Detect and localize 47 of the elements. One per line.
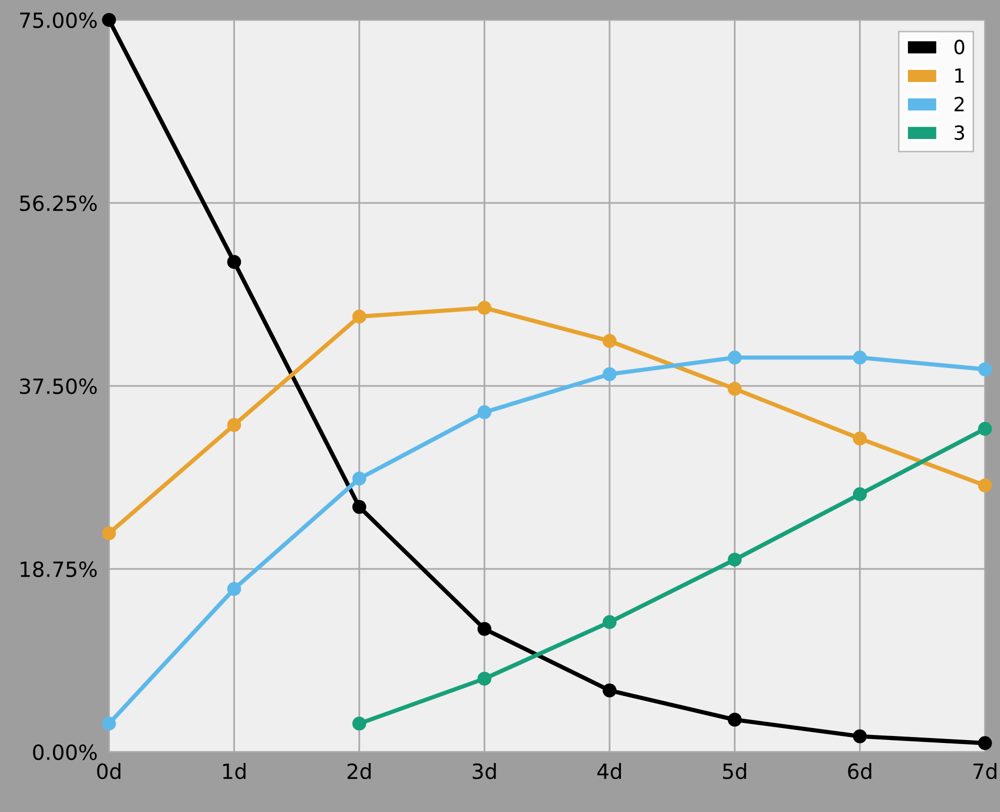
point (227, 418, 242, 432)
point (852, 350, 867, 365)
point (102, 526, 116, 540)
y-tick-label: 18.75% (20, 561, 97, 578)
point (352, 310, 366, 324)
point (978, 422, 992, 436)
point (852, 432, 867, 446)
point (352, 716, 366, 731)
x-tick-label: 4d (597, 763, 621, 780)
y-tick-label: 0.00% (33, 744, 97, 760)
x-tick-label: 7d (973, 763, 996, 780)
point (227, 582, 242, 596)
point (602, 683, 617, 698)
point (477, 405, 492, 420)
x-tick-label: 2d (348, 763, 371, 780)
point (728, 382, 742, 396)
point (852, 729, 867, 744)
point (227, 255, 242, 269)
x-tick-label: 6d (848, 763, 872, 780)
y-tick-label: 37.50% (20, 378, 97, 394)
x-tick-label: 0d (97, 763, 120, 780)
y-tick-label: 56.25% (20, 195, 97, 212)
legend-label: 2 (954, 96, 964, 112)
x-tick-label: 3d (472, 763, 496, 780)
point (477, 672, 492, 686)
legend-label: 1 (955, 68, 964, 83)
x-tick-label: 1d (223, 763, 246, 780)
point (852, 487, 867, 502)
point (602, 334, 617, 348)
point (352, 472, 366, 486)
point (978, 362, 992, 376)
point (102, 12, 116, 27)
point (477, 622, 492, 636)
legend-label: 3 (954, 125, 964, 140)
point (728, 350, 742, 365)
y-tick-label: 75.00% (20, 12, 97, 28)
point (978, 478, 992, 492)
point (728, 552, 742, 567)
point (978, 736, 992, 750)
x-tick-label: 5d (723, 763, 746, 780)
legend-label: 0 (954, 40, 964, 54)
point (102, 716, 116, 731)
point (602, 615, 617, 630)
point (352, 500, 366, 514)
point (477, 300, 492, 315)
point (602, 367, 617, 382)
point (728, 712, 742, 727)
